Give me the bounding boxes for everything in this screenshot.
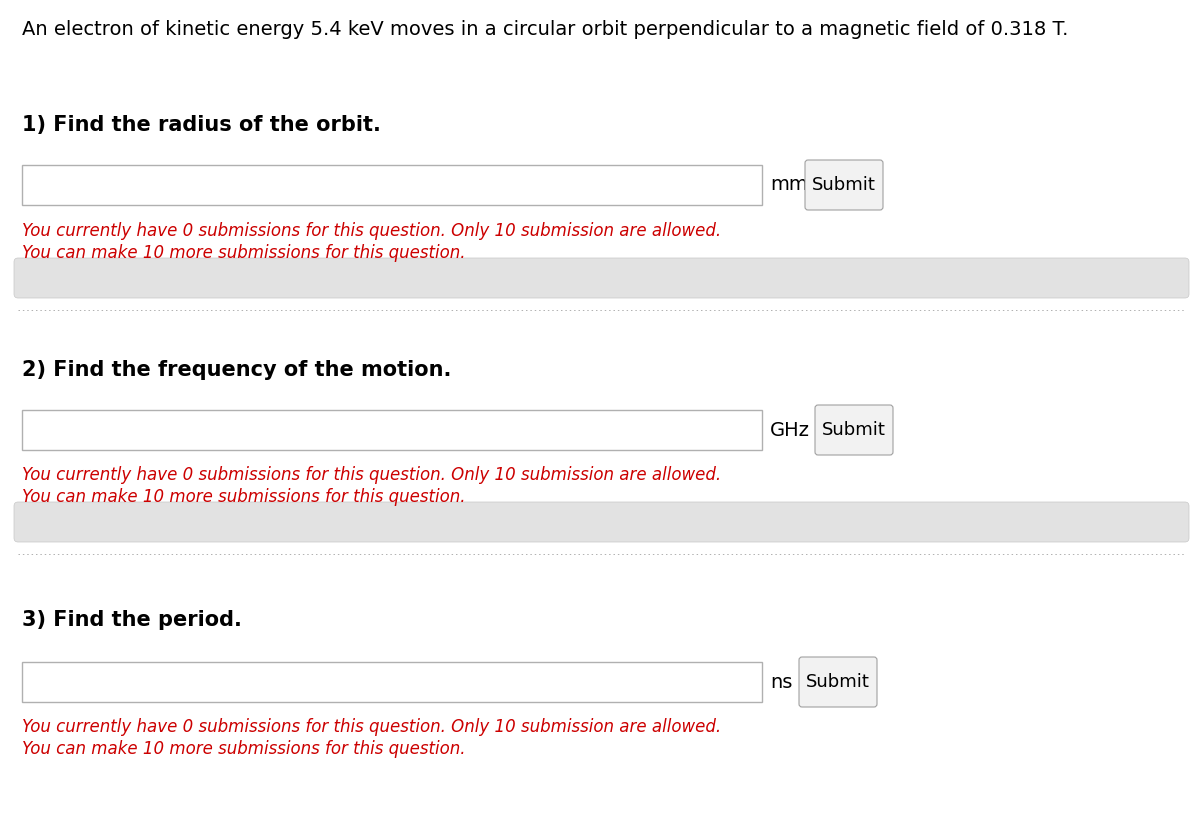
FancyBboxPatch shape xyxy=(14,502,1189,542)
Text: You currently have 0 submissions for this question. Only 10 submission are allow: You currently have 0 submissions for thi… xyxy=(22,718,721,736)
FancyBboxPatch shape xyxy=(22,410,762,450)
Text: GHz: GHz xyxy=(770,420,810,440)
FancyBboxPatch shape xyxy=(799,657,877,707)
Text: You can make 10 more submissions for this question.: You can make 10 more submissions for thi… xyxy=(22,244,466,262)
FancyBboxPatch shape xyxy=(815,405,893,455)
Text: An electron of kinetic energy 5.4 keV moves in a circular orbit perpendicular to: An electron of kinetic energy 5.4 keV mo… xyxy=(22,20,1068,39)
Text: Submit: Submit xyxy=(822,421,886,439)
FancyBboxPatch shape xyxy=(805,160,883,210)
FancyBboxPatch shape xyxy=(14,258,1189,298)
FancyBboxPatch shape xyxy=(22,165,762,205)
Text: Submit: Submit xyxy=(812,176,876,194)
Text: You can make 10 more submissions for this question.: You can make 10 more submissions for thi… xyxy=(22,488,466,506)
Text: 3) Find the period.: 3) Find the period. xyxy=(22,610,242,630)
Text: You currently have 0 submissions for this question. Only 10 submission are allow: You currently have 0 submissions for thi… xyxy=(22,222,721,240)
Text: 1) Find the radius of the orbit.: 1) Find the radius of the orbit. xyxy=(22,115,380,135)
Text: mm: mm xyxy=(770,176,808,194)
Text: Submit: Submit xyxy=(806,673,870,691)
Text: You currently have 0 submissions for this question. Only 10 submission are allow: You currently have 0 submissions for thi… xyxy=(22,466,721,484)
FancyBboxPatch shape xyxy=(22,662,762,702)
Text: 2) Find the frequency of the motion.: 2) Find the frequency of the motion. xyxy=(22,360,451,380)
Text: ns: ns xyxy=(770,672,792,692)
Text: You can make 10 more submissions for this question.: You can make 10 more submissions for thi… xyxy=(22,740,466,758)
